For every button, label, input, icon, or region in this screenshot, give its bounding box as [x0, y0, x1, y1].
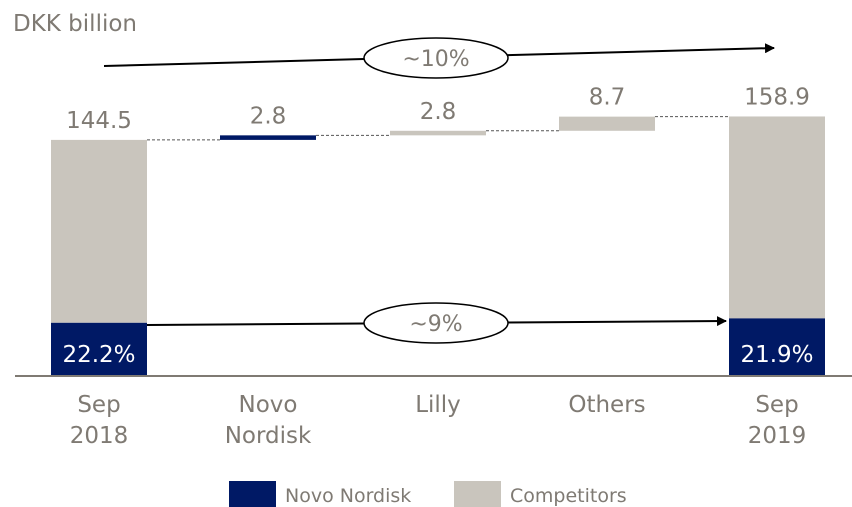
legend-label-competitors: Competitors — [510, 485, 627, 507]
share-label-sep2018: 22.2% — [62, 342, 135, 368]
category-label-others: Others — [568, 392, 645, 418]
category-label-sep2018-line2: 2018 — [70, 423, 129, 449]
growth-bubble-novo-growth — [363, 302, 509, 344]
category-label-novo-line2: Nordisk — [225, 423, 312, 449]
value-label-lilly: 2.8 — [420, 99, 457, 125]
bar-lilly-increment — [390, 130, 486, 136]
unit-label: DKK billion — [13, 11, 137, 37]
bar-sep2019-competitors — [729, 116, 825, 319]
value-label-sep2018: 144.5 — [66, 108, 132, 134]
bar-others-increment — [559, 116, 655, 131]
category-label-lilly: Lilly — [415, 392, 461, 418]
category-label-sep2019-line2: 2019 — [748, 423, 807, 449]
value-label-sep2019: 158.9 — [744, 84, 810, 110]
growth-bubble-total-growth — [363, 37, 509, 79]
bar-novo-increment — [220, 135, 316, 140]
category-label-sep2018-line1: Sep — [77, 392, 120, 418]
bar-sep2018-competitors — [51, 139, 147, 323]
bar-sep2019-novo-nordisk — [729, 318, 825, 375]
value-label-novo: 2.8 — [250, 103, 287, 129]
category-label-sep2019-line1: Sep — [755, 392, 798, 418]
growth-label-novo-growth: ~9% — [409, 312, 462, 337]
growth-label-total-growth: ~10% — [402, 47, 469, 72]
bar-sep2018-novo-nordisk — [51, 322, 147, 375]
value-label-others: 8.7 — [589, 85, 626, 111]
share-label-sep2019: 21.9% — [740, 342, 813, 368]
legend-label-novo-nordisk: Novo Nordisk — [285, 485, 411, 507]
legend-swatch-novo-nordisk — [229, 481, 276, 507]
legend-swatch-competitors — [454, 481, 501, 507]
category-label-novo-line1: Novo — [239, 392, 298, 418]
